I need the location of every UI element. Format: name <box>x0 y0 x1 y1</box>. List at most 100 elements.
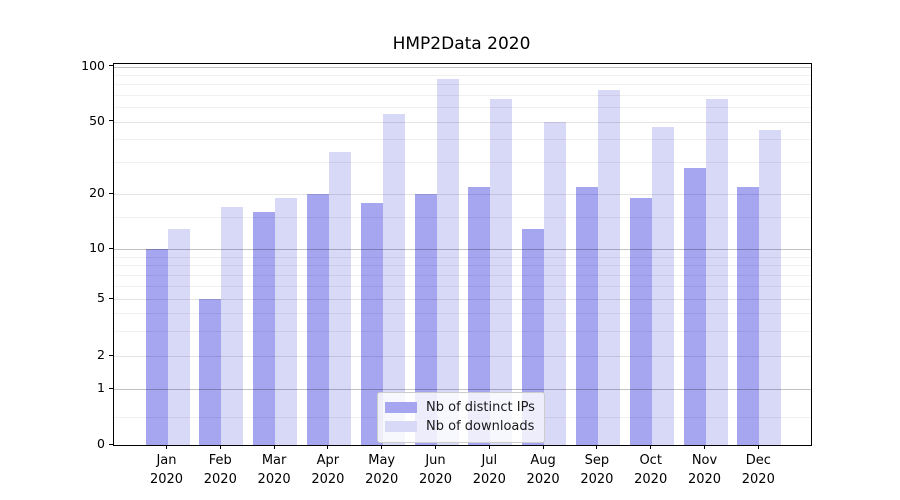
x-tick-mark-mar <box>273 445 275 449</box>
x-tick-year: 2020 <box>472 472 506 487</box>
x-tick-month: Nov <box>691 453 718 468</box>
y-tick-mark-0 <box>109 443 113 445</box>
x-tick-label-aug: Aug 2020 <box>515 451 571 489</box>
x-tick-mark-oct <box>650 445 652 449</box>
y-tick-mark-100 <box>109 65 113 67</box>
x-tick-year: 2020 <box>526 472 560 487</box>
plot-area <box>113 63 812 446</box>
gridline-y-10 <box>114 249 811 251</box>
x-tick-month: Aug <box>530 453 556 468</box>
bar-distinct-ips-apr <box>306 194 329 445</box>
x-tick-year: 2020 <box>257 472 291 487</box>
x-tick-month: Feb <box>208 453 232 468</box>
legend-label-downloads: Nb of downloads <box>426 419 535 434</box>
gridline-y-minor-9 <box>114 256 811 258</box>
legend-swatch-downloads <box>385 421 417 432</box>
gridline-y-20 <box>114 194 811 196</box>
bar-distinct-ips-jan <box>145 249 168 445</box>
gridline-y-minor-90 <box>114 75 811 77</box>
x-tick-year: 2020 <box>203 472 237 487</box>
bar-distinct-ips-mar <box>253 212 276 445</box>
x-tick-month: Dec <box>745 453 771 468</box>
x-tick-mark-feb <box>219 445 221 449</box>
bar-distinct-ips-feb <box>199 299 222 445</box>
bar-downloads-feb <box>221 207 244 445</box>
bar-downloads-jan <box>167 228 190 445</box>
x-tick-year: 2020 <box>311 472 345 487</box>
gridline-y-minor-15 <box>114 217 811 219</box>
x-tick-mark-jun <box>435 445 436 449</box>
x-tick-month: May <box>368 453 396 468</box>
x-tick-label-may: May 2020 <box>354 451 410 489</box>
x-tick-mark-nov <box>704 445 705 449</box>
bar-distinct-ips-aug <box>522 228 545 445</box>
gridline-y-minor-3 <box>114 330 811 332</box>
x-tick-year: 2020 <box>687 472 722 487</box>
bar-downloads-jul <box>490 98 513 445</box>
x-tick-month: Sep <box>584 453 610 468</box>
bar-distinct-ips-sep <box>575 186 598 445</box>
x-tick-month: Jan <box>156 453 177 468</box>
y-tick-mark-10 <box>109 247 113 249</box>
x-tick-label-jan: Jan 2020 <box>139 451 195 489</box>
bar-distinct-ips-may <box>360 202 383 445</box>
y-tick-mark-1 <box>109 387 113 389</box>
gridline-y-minor-70 <box>114 95 811 96</box>
x-tick-label-apr: Apr 2020 <box>300 451 356 489</box>
bar-distinct-ips-jul <box>468 186 491 445</box>
y-tick-label-2: 2 <box>97 347 105 362</box>
gridline-y-minor-6 <box>114 286 811 288</box>
x-tick-label-dec: Dec 2020 <box>730 451 786 489</box>
y-tick-label-0: 0 <box>97 436 105 451</box>
y-tick-mark-5 <box>109 297 113 299</box>
legend-entry-distinct-ips: Nb of distinct IPs <box>385 398 535 417</box>
x-tick-month: Oct <box>639 453 662 468</box>
x-tick-month: Jul <box>481 453 498 468</box>
x-tick-label-mar: Mar 2020 <box>246 451 302 489</box>
x-tick-label-nov: Nov 2020 <box>677 451 733 489</box>
x-tick-label-feb: Feb 2020 <box>192 451 248 489</box>
chart-title: HMP2Data 2020 <box>392 34 531 54</box>
bar-downloads-apr <box>328 152 351 445</box>
gridline-y-minor-30 <box>114 162 811 164</box>
gridline-y-minor-80 <box>114 84 811 86</box>
bar-distinct-ips-nov <box>683 167 706 445</box>
bar-distinct-ips-oct <box>629 198 652 445</box>
bar-downloads-oct <box>651 126 674 445</box>
bar-downloads-aug <box>544 121 567 445</box>
bar-downloads-may <box>382 114 405 445</box>
y-tick-label-10: 10 <box>89 240 105 256</box>
x-tick-label-oct: Oct 2020 <box>623 451 679 489</box>
gridline-y-minor-8 <box>114 265 811 267</box>
x-tick-year: 2020 <box>149 472 184 487</box>
x-tick-mark-apr <box>327 445 329 449</box>
x-tick-mark-jan <box>166 445 167 449</box>
x-tick-year: 2020 <box>418 472 453 487</box>
y-tick-label-20: 20 <box>89 185 105 201</box>
bar-downloads-sep <box>597 89 620 445</box>
x-tick-month: Mar <box>261 453 287 468</box>
y-tick-mark-2 <box>109 354 113 356</box>
y-tick-label-50: 50 <box>89 112 105 128</box>
x-tick-mark-may <box>381 445 383 449</box>
bar-downloads-nov <box>705 98 728 445</box>
x-tick-mark-sep <box>596 445 598 449</box>
x-tick-label-jul: Jul 2020 <box>461 451 517 489</box>
bar-downloads-jun <box>436 78 459 445</box>
y-tick-mark-20 <box>109 192 113 194</box>
y-tick-mark-50 <box>109 120 113 122</box>
x-tick-month: Jun <box>425 453 446 468</box>
x-tick-mark-aug <box>542 445 544 449</box>
x-tick-year: 2020 <box>580 472 614 487</box>
y-tick-label-1: 1 <box>97 380 105 395</box>
legend-entry-downloads: Nb of downloads <box>385 417 535 436</box>
gridline-y-50 <box>114 121 811 123</box>
gridline-y-minor-40 <box>114 139 811 141</box>
gridline-y-2 <box>114 356 811 357</box>
legend-swatch-distinct-ips <box>385 402 417 413</box>
gridline-y-1 <box>114 389 811 390</box>
x-tick-label-sep: Sep 2020 <box>569 451 625 489</box>
x-tick-mark-jul <box>488 445 490 449</box>
gridline-y-minor-60 <box>114 107 811 109</box>
